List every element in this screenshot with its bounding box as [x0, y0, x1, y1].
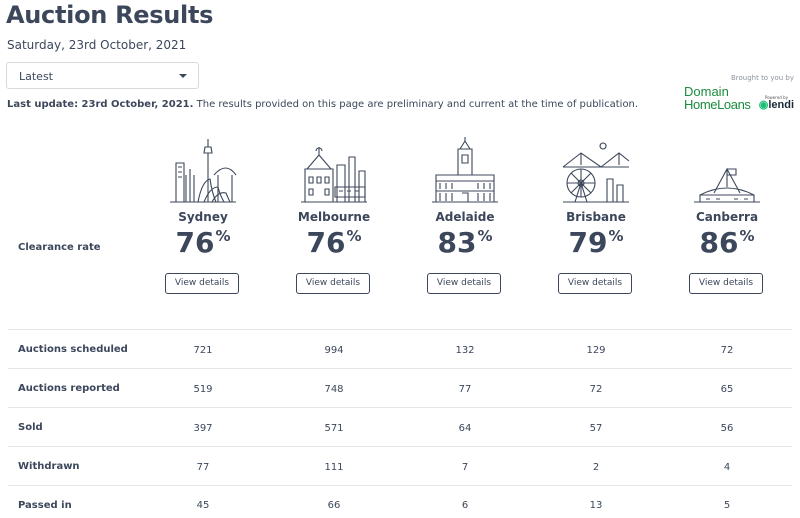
- update-notice: Last update: 23rd October, 2021. The res…: [7, 99, 638, 110]
- row-divider: [8, 368, 792, 369]
- rate-unit: %: [346, 227, 362, 245]
- table-cell: 56: [720, 423, 734, 434]
- sponsor-logo[interactable]: Brought to you by Domain HomeLoans Power…: [684, 74, 794, 114]
- table-cell: 13: [589, 500, 603, 511]
- select-value: Latest: [19, 70, 53, 83]
- update-date: Last update: 23rd October, 2021.: [7, 99, 194, 110]
- update-text: The results provided on this page are pr…: [193, 99, 639, 110]
- rate-value: 76: [306, 226, 346, 259]
- melbourne-skyline-icon: [301, 147, 367, 203]
- table-cell: 2: [592, 462, 600, 473]
- view-details-button-adelaide[interactable]: View details: [427, 273, 501, 294]
- city-name: Canberra: [695, 210, 759, 224]
- table-cell: 6: [461, 500, 469, 511]
- rate-value: 79: [568, 226, 608, 259]
- sponsor-caption: Brought to you by: [730, 74, 794, 82]
- clearance-rate: 79%: [536, 226, 656, 259]
- row-divider: [8, 446, 792, 447]
- table-cell: 571: [324, 423, 344, 434]
- table-cell: 77: [196, 462, 210, 473]
- table-cell: 111: [324, 462, 344, 473]
- city-name: Brisbane: [566, 210, 626, 224]
- row-label-sold: Sold: [18, 422, 43, 433]
- table-cell: 519: [193, 384, 213, 395]
- lendi-logo: ◉lendi: [758, 99, 794, 111]
- row-divider: [8, 329, 792, 330]
- table-cell: 994: [324, 345, 344, 356]
- canberra-skyline-icon: [694, 167, 760, 203]
- table-cell: 66: [327, 500, 341, 511]
- table-cell: 721: [193, 345, 213, 356]
- row-divider: [8, 485, 792, 486]
- table-cell: 748: [324, 384, 344, 395]
- table-cell: 132: [455, 345, 475, 356]
- view-details-button-sydney[interactable]: View details: [165, 273, 239, 294]
- adelaide-skyline-icon: [432, 137, 498, 203]
- rate-value: 83: [437, 226, 477, 259]
- powered-by-text: Powered by: [764, 95, 788, 100]
- table-cell: 129: [586, 345, 606, 356]
- row-label-passed-in: Passed in: [18, 500, 72, 511]
- table-cell: 72: [589, 384, 603, 395]
- table-cell: 64: [458, 423, 472, 434]
- page-title: Auction Results: [6, 1, 214, 29]
- city-name: Adelaide: [435, 210, 495, 224]
- row-divider: [8, 407, 792, 408]
- clearance-rate-label: Clearance rate: [18, 242, 101, 253]
- homeloans-logo-text: HomeLoans: [684, 97, 751, 112]
- row-label-auctions-reported: Auctions reported: [18, 383, 120, 394]
- row-label-auctions-scheduled: Auctions scheduled: [18, 344, 128, 355]
- results-date: Saturday, 23rd October, 2021: [7, 38, 187, 52]
- sydney-skyline-icon: [170, 139, 237, 203]
- table-cell: 72: [720, 345, 734, 356]
- clearance-rate: 86%: [667, 226, 787, 259]
- brisbane-skyline-icon: [562, 142, 630, 203]
- view-details-button-melbourne[interactable]: View details: [296, 273, 370, 294]
- clearance-rate: 76%: [143, 226, 263, 259]
- city-name: Sydney: [178, 210, 228, 224]
- rate-value: 76: [175, 226, 215, 259]
- table-cell: 5: [723, 500, 731, 511]
- row-label-withdrawn: Withdrawn: [18, 461, 80, 472]
- table-cell: 7: [461, 462, 469, 473]
- view-details-button-brisbane[interactable]: View details: [558, 273, 632, 294]
- view-details-button-canberra[interactable]: View details: [689, 273, 763, 294]
- rate-unit: %: [739, 227, 755, 245]
- clearance-rate: 76%: [274, 226, 394, 259]
- clearance-rate: 83%: [405, 226, 525, 259]
- lendi-logo-text: lendi: [768, 99, 794, 111]
- rate-value: 86: [699, 226, 739, 259]
- city-name: Melbourne: [297, 210, 371, 224]
- table-cell: 4: [723, 462, 731, 473]
- table-cell: 45: [196, 500, 210, 511]
- domain-logo-text: Domain: [684, 84, 729, 99]
- table-cell: 397: [193, 423, 213, 434]
- results-period-select[interactable]: Latest: [6, 62, 199, 89]
- table-cell: 77: [458, 384, 472, 395]
- table-cell: 57: [589, 423, 603, 434]
- rate-unit: %: [608, 227, 624, 245]
- chevron-down-icon: [179, 74, 187, 78]
- rate-unit: %: [215, 227, 231, 245]
- table-cell: 65: [720, 384, 734, 395]
- rate-unit: %: [477, 227, 493, 245]
